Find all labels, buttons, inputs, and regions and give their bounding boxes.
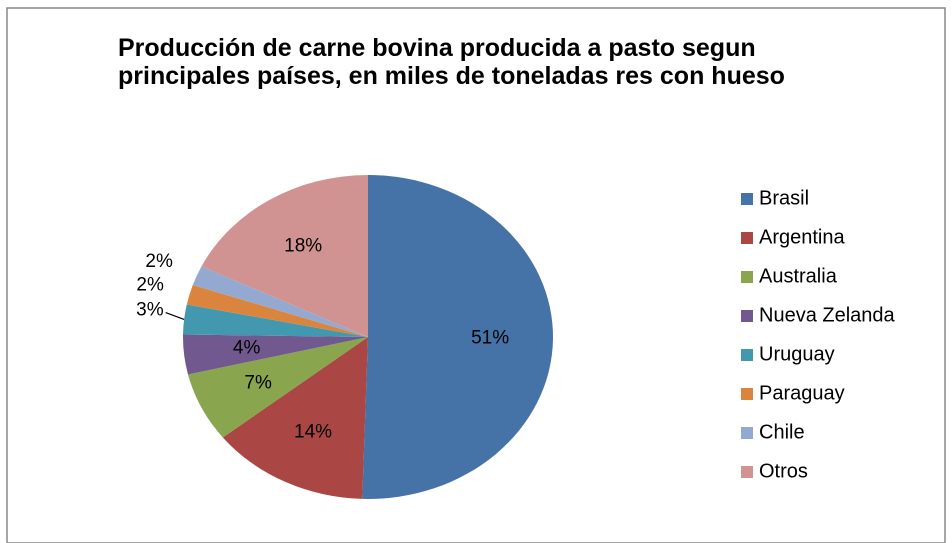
legend-label: Paraguay — [759, 382, 845, 404]
legend-label: Chile — [759, 421, 805, 443]
data-label: 3% — [136, 300, 164, 321]
pie-slice — [192, 266, 368, 337]
pie-slice — [222, 337, 368, 499]
legend-swatch — [741, 193, 753, 205]
legend-label: Argentina — [759, 226, 845, 248]
legend-swatch — [741, 271, 753, 283]
legend-label: Brasil — [759, 187, 809, 209]
legend-swatch — [741, 310, 753, 322]
data-label: 51% — [471, 328, 509, 349]
pie-slice — [183, 334, 368, 375]
legend-swatch — [741, 388, 753, 400]
legend-label: Nueva Zelanda — [759, 304, 896, 326]
pie-slice — [201, 175, 368, 337]
pie-slice — [186, 285, 368, 337]
legend-swatch — [741, 466, 753, 478]
pie-slice — [188, 337, 368, 438]
data-label: 4% — [233, 338, 261, 359]
legend-label: Australia — [759, 265, 838, 287]
pie-slice — [362, 175, 553, 499]
pie-slice — [183, 304, 368, 337]
data-label: 2% — [145, 251, 173, 272]
data-label: 18% — [284, 235, 322, 256]
data-label: 7% — [244, 373, 272, 394]
legend-swatch — [741, 232, 753, 244]
legend-swatch — [741, 349, 753, 361]
leader-line — [165, 311, 185, 320]
data-label: 2% — [136, 274, 164, 295]
data-label: 14% — [294, 422, 332, 443]
legend-label: Uruguay — [759, 343, 835, 365]
legend-label: Otros — [759, 460, 808, 482]
legend-swatch — [741, 427, 753, 439]
chart-title: Producción de carne bovina producida a p… — [118, 34, 785, 90]
